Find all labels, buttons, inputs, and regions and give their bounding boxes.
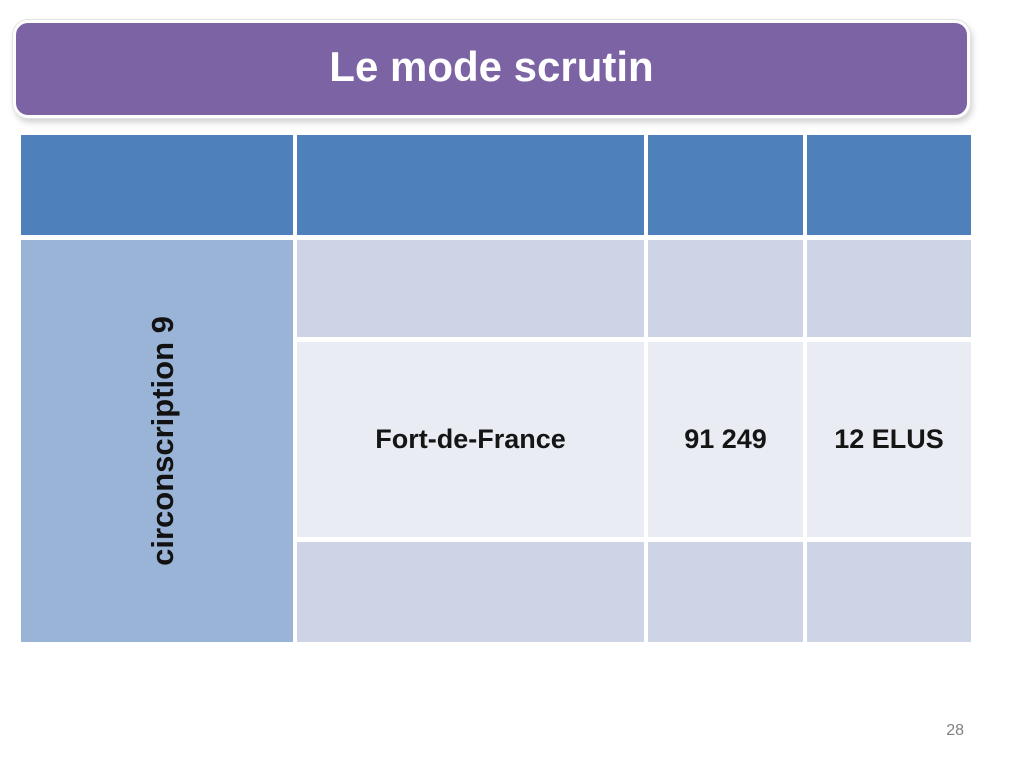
table-band-row1-population — [648, 240, 803, 337]
title-banner: Le mode scrutin — [13, 20, 970, 118]
table-cell-seats: 12 ELUS — [807, 342, 971, 537]
population-value: 91 249 — [684, 424, 767, 454]
row-group-label: circonscription 9 — [144, 316, 180, 566]
commune-value: Fort-de-France — [375, 424, 566, 454]
table-band-row1-seats — [807, 240, 971, 337]
table-header-cell-2 — [297, 135, 644, 235]
table-band-row3-seats — [807, 542, 971, 642]
table-band-row3-commune — [297, 542, 644, 642]
table-band-row1-commune — [297, 240, 644, 337]
table-header-cell-4 — [807, 135, 971, 235]
table-header-cell-1 — [21, 135, 293, 235]
slide-title: Le mode scrutin — [329, 43, 654, 90]
scrutin-table: circonscription 9 Fort-de-France 91 249 … — [21, 135, 971, 642]
row-group-label-cell: circonscription 9 — [21, 240, 293, 642]
table-cell-population: 91 249 — [648, 342, 803, 537]
page-number: 28 — [946, 722, 964, 739]
table-band-row3-population — [648, 542, 803, 642]
table-cell-commune: Fort-de-France — [297, 342, 644, 537]
table-header-cell-3 — [648, 135, 803, 235]
seats-value: 12 ELUS — [834, 424, 944, 454]
